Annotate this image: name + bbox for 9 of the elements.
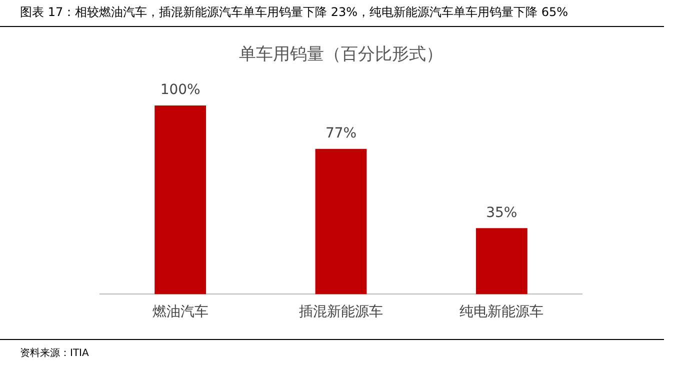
- data-label: 77%: [325, 125, 357, 142]
- text: 资料来源：ITIA: [0, 339, 664, 360]
- x-tick-label: 插混新能源车: [299, 304, 383, 320]
- x-tick-label: 纯电新能源车: [460, 304, 544, 320]
- chart-subtitle: 单车用钨量（百分比形式）: [239, 44, 443, 65]
- x-tick-label: 燃油汽车: [152, 304, 208, 320]
- data-label: 100%: [160, 82, 200, 98]
- chart-title: 图表 17：相较燃油汽车，插混新能源汽车单车用钨量下降 23%，纯电新能源汽车单车用钨量下降 65%: [0, 0, 664, 27]
- data-label: 35%: [486, 204, 518, 221]
